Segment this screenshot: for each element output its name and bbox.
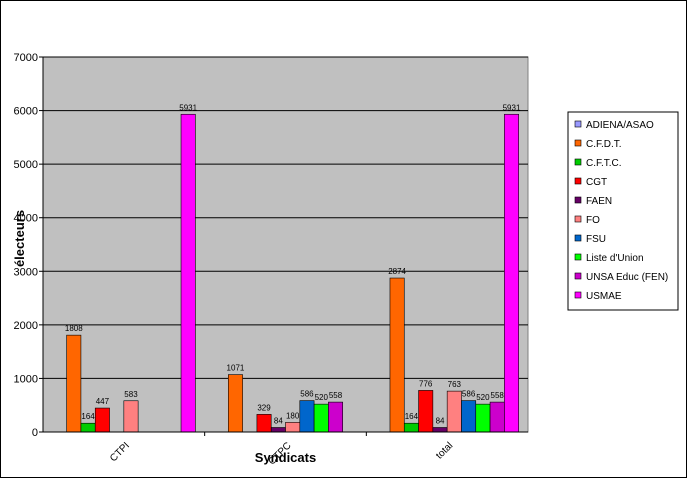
- data-label: 447: [96, 397, 110, 406]
- bar: [80, 422, 96, 433]
- data-label: 5931: [503, 103, 521, 112]
- x-axis-title: Syndicats: [255, 450, 316, 465]
- data-label: 84: [436, 417, 445, 426]
- legend-swatch: [574, 120, 582, 128]
- y-tick-label: 7000: [14, 52, 38, 64]
- data-label: 558: [491, 391, 505, 400]
- data-label: 84: [274, 417, 283, 426]
- data-label: 5931: [179, 103, 197, 112]
- bar: [489, 401, 505, 433]
- legend-swatch: [574, 177, 582, 185]
- bar: [270, 427, 286, 433]
- legend-swatch: [574, 158, 582, 166]
- data-label: 586: [300, 390, 314, 399]
- bar: [313, 403, 329, 433]
- y-axis-title: électeurs: [12, 210, 27, 267]
- legend-swatch: [574, 196, 582, 204]
- data-label: 520: [315, 393, 329, 402]
- y-tick-label: 6000: [14, 106, 38, 118]
- x-tick-label: CTPI: [108, 440, 132, 464]
- data-label: 586: [462, 390, 476, 399]
- data-label: 520: [476, 393, 490, 402]
- gridlines: [43, 56, 528, 379]
- x-tick-label: total: [434, 440, 455, 461]
- data-label: 558: [329, 391, 343, 400]
- data-label: 763: [448, 380, 462, 389]
- legend-label: FAEN: [586, 196, 612, 207]
- legend-label: ADIENA/ASAO: [586, 120, 654, 131]
- legend-label: FO: [586, 215, 600, 226]
- bar: [228, 374, 243, 433]
- y-tick-label: 3000: [14, 266, 38, 278]
- bar: [432, 427, 448, 433]
- bar: [504, 113, 519, 433]
- legend-swatch: [574, 291, 582, 299]
- y-tick-label: 2000: [14, 320, 38, 332]
- y-tick-label: 4000: [14, 213, 38, 225]
- bar: [446, 390, 462, 433]
- data-label: 1071: [227, 364, 245, 373]
- y-tick-label: 0: [32, 427, 38, 439]
- bar: [475, 403, 491, 433]
- bar: [389, 277, 405, 433]
- axes: [39, 56, 528, 436]
- bar: [123, 400, 139, 433]
- legend-label: UNSA Educ (FEN): [586, 272, 668, 283]
- bar: [285, 422, 301, 433]
- bar: [256, 414, 272, 433]
- legend-label: Liste d'Union: [586, 253, 644, 264]
- bar: [299, 400, 315, 433]
- bar: [180, 113, 196, 433]
- bar: [461, 400, 477, 433]
- legend-swatch: [574, 234, 582, 242]
- bar: [418, 390, 434, 433]
- bar: [328, 401, 343, 433]
- data-label: 583: [124, 390, 138, 399]
- bar: [94, 407, 110, 433]
- legend-swatch: [574, 253, 582, 261]
- legend-box: [567, 111, 679, 311]
- data-label: 1808: [65, 324, 83, 333]
- legend-swatch: [574, 139, 582, 147]
- bars: [66, 113, 519, 433]
- plot-area: [42, 56, 529, 433]
- bar: [66, 334, 82, 433]
- y-tick-label: 5000: [14, 159, 38, 171]
- y-tick-label: 1000: [14, 373, 38, 385]
- data-label: 329: [257, 403, 271, 412]
- legend-label: CGT: [586, 177, 607, 188]
- legend-label: C.F.D.T.: [586, 139, 622, 150]
- legend-label: FSU: [586, 234, 606, 245]
- data-label: 180: [286, 411, 300, 420]
- data-label: 776: [419, 379, 433, 388]
- legend-swatch: [574, 215, 582, 223]
- y-tick-labels: 0 1000 2000 3000 4000 5000 6000 7000: [14, 52, 38, 439]
- legend: ADIENA/ASAO C.F.D.T. C.F.T.C. CGT FAEN FO FSU L…: [567, 111, 679, 311]
- legend-swatch: [574, 272, 582, 280]
- data-label: 2874: [388, 267, 406, 276]
- bar: [403, 422, 419, 433]
- legend-label: C.F.T.C.: [586, 158, 622, 169]
- data-label: 164: [81, 412, 95, 421]
- data-label: 164: [405, 412, 419, 421]
- legend-label: USMAE: [586, 291, 622, 302]
